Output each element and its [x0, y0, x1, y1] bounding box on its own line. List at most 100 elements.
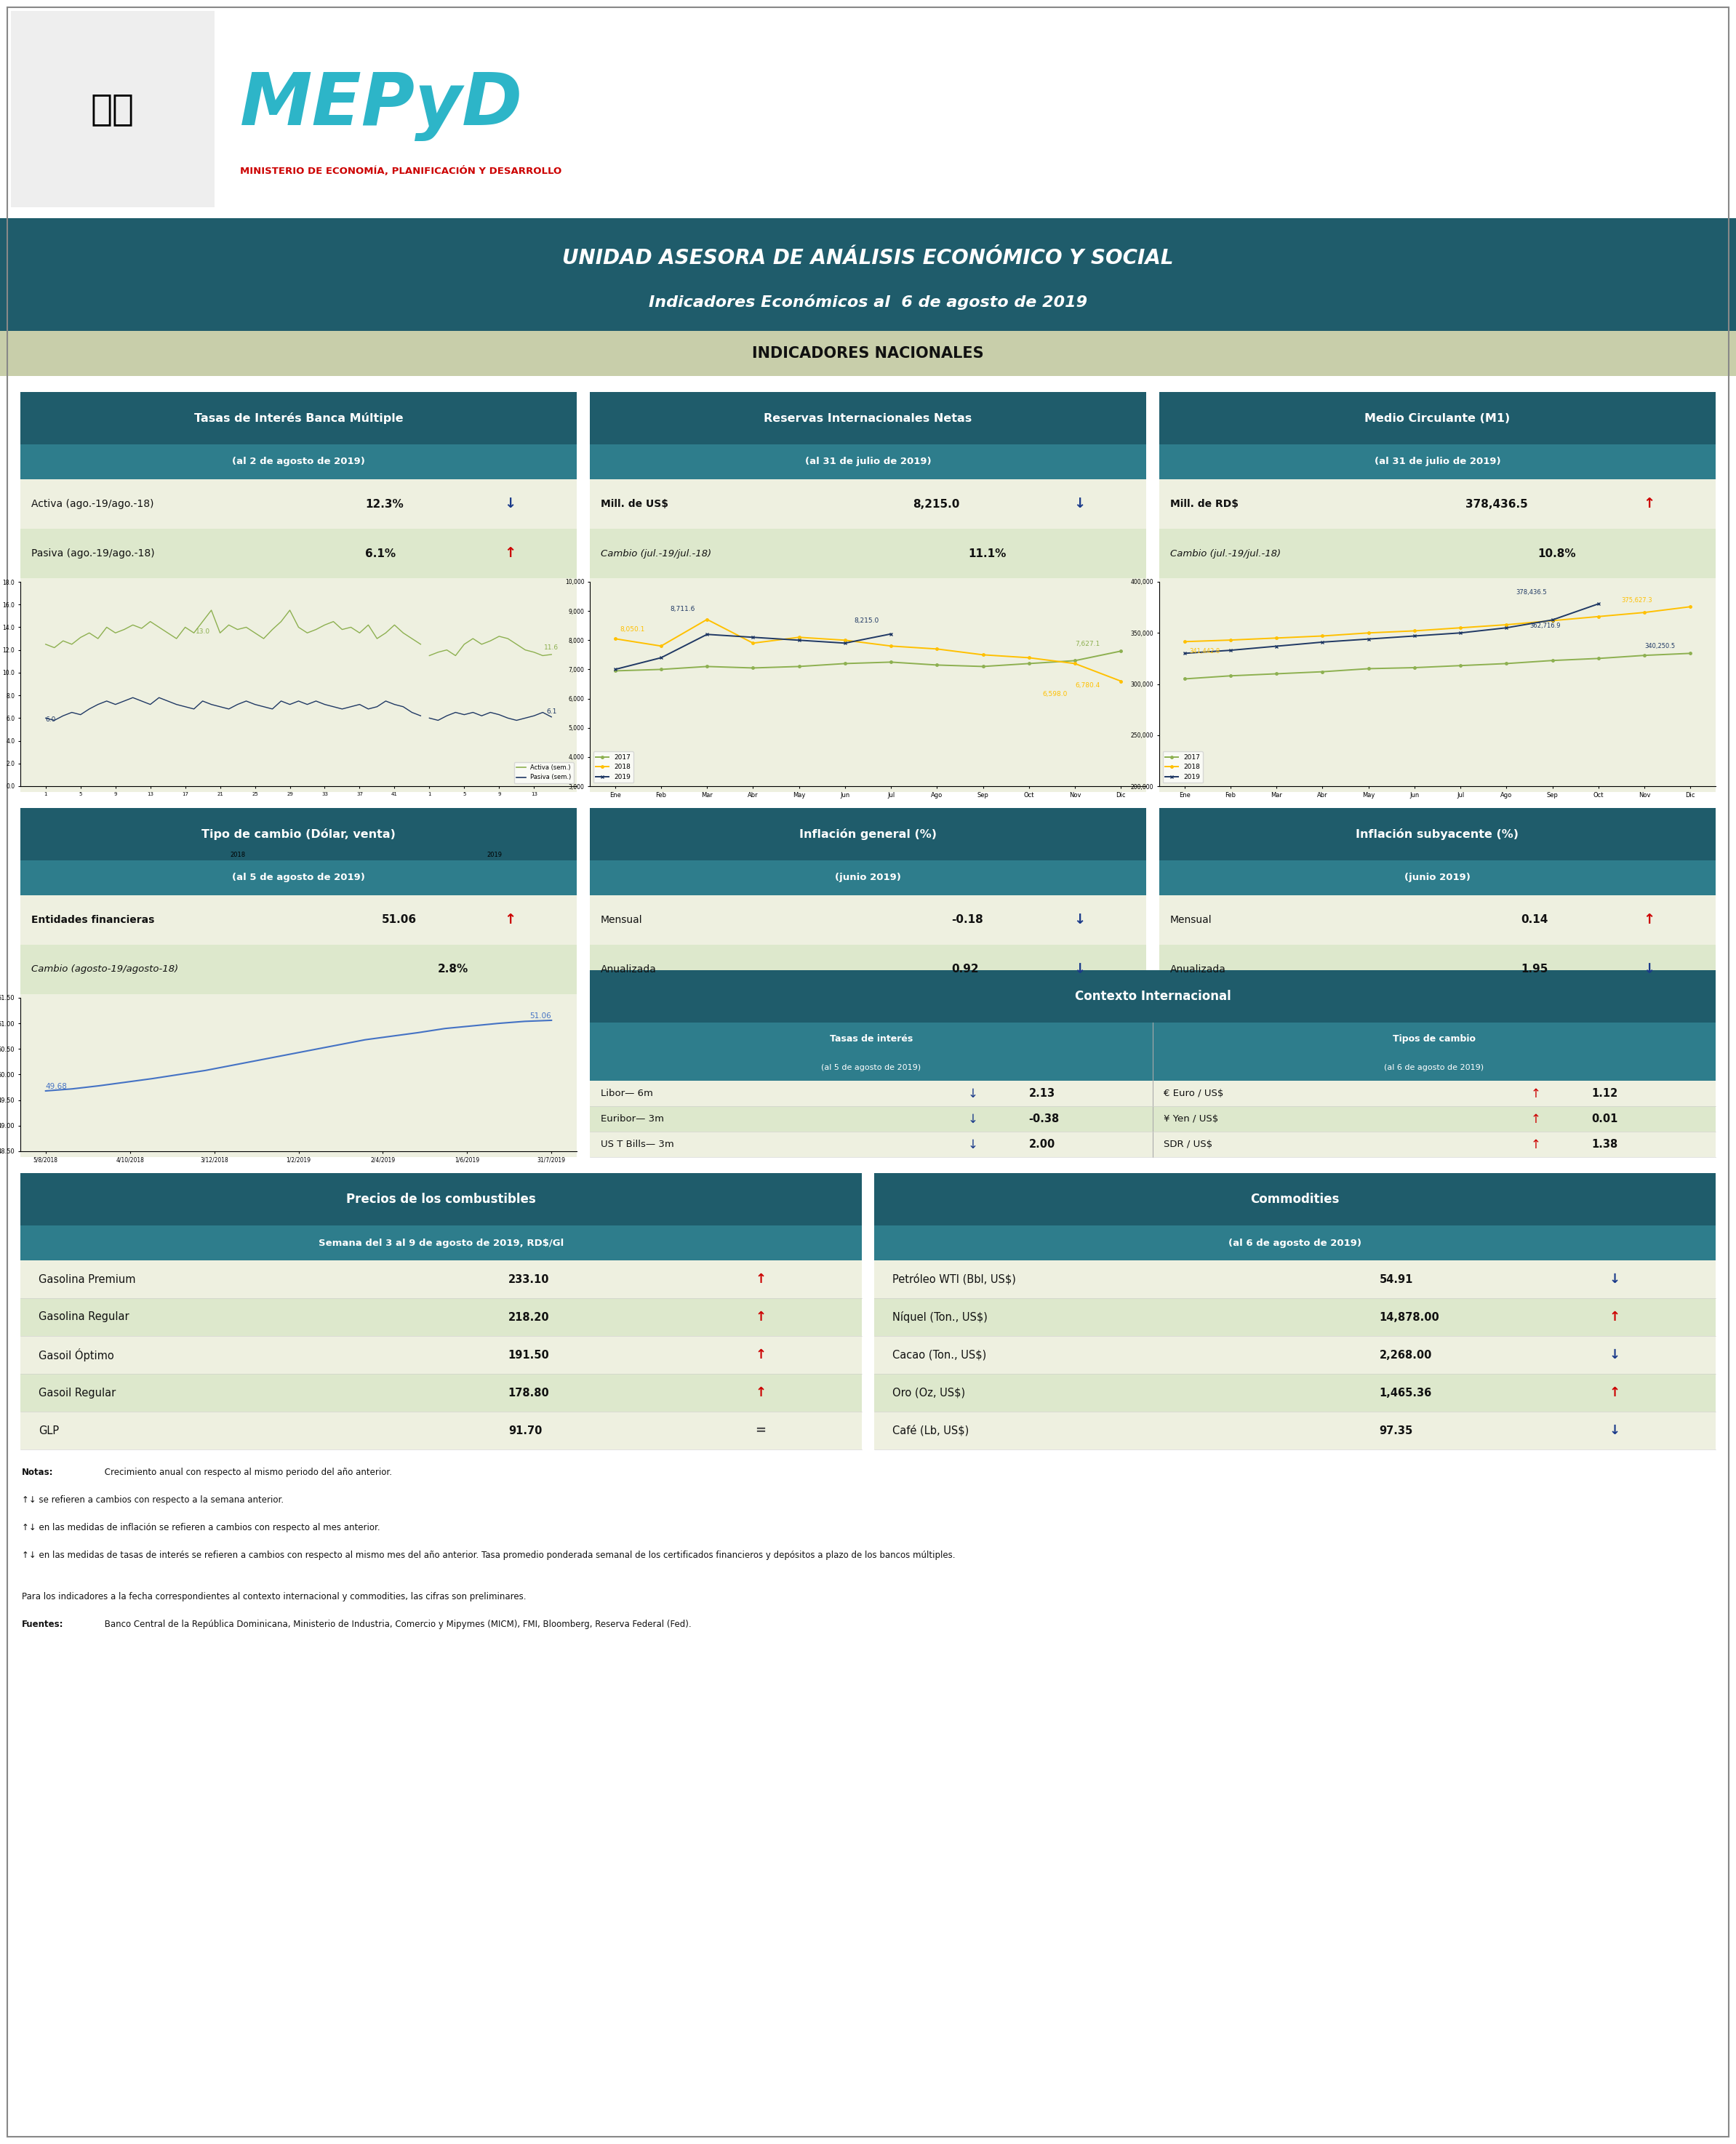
Text: 341,442.8: 341,442.8 — [1189, 647, 1220, 654]
Bar — [1160, 444, 1715, 480]
Bar — [10, 11, 215, 208]
Text: ↓: ↓ — [1642, 963, 1654, 976]
Bar — [590, 1106, 1153, 1132]
Text: 91.70: 91.70 — [509, 1426, 542, 1436]
Text: UNIDAD ASESORA DE ANÁLISIS ECONÓMICO Y SOCIAL: UNIDAD ASESORA DE ANÁLISIS ECONÓMICO Y S… — [562, 249, 1174, 268]
2018 — [1111, 669, 1132, 695]
Bar — [1153, 1055, 1715, 1081]
2017 — [1111, 639, 1132, 665]
2018 — [1404, 617, 1425, 643]
2018 — [788, 624, 809, 650]
Text: 233.10: 233.10 — [509, 1274, 549, 1284]
Bar — [590, 808, 1146, 963]
Bar — [875, 1336, 1715, 1374]
Bar — [21, 808, 576, 860]
Text: Contexto Internacional: Contexto Internacional — [1075, 991, 1231, 1003]
2019 — [1174, 641, 1194, 667]
Text: 6,780.4: 6,780.4 — [1075, 682, 1101, 688]
Text: 2.13: 2.13 — [1029, 1089, 1055, 1100]
Bar — [21, 444, 576, 480]
Text: 49.68: 49.68 — [45, 1083, 68, 1091]
Text: MINISTERIO DE ECONOMÍA, PLANIFICACIÓN Y DESARROLLO: MINISTERIO DE ECONOMÍA, PLANIFICACIÓN Y … — [240, 165, 562, 176]
2019 — [788, 628, 809, 654]
Text: Tasas de interés: Tasas de interés — [830, 1033, 913, 1044]
2018 — [835, 628, 856, 654]
Text: =: = — [755, 1424, 766, 1436]
Bar — [1153, 1106, 1715, 1132]
2017 — [604, 658, 625, 684]
Text: (al 5 de agosto de 2019): (al 5 de agosto de 2019) — [821, 1063, 922, 1072]
Text: Euribor— 3m: Euribor— 3m — [601, 1115, 663, 1123]
Bar — [1153, 1081, 1715, 1106]
Text: 11.1%: 11.1% — [969, 549, 1007, 560]
Text: 2,268.00: 2,268.00 — [1378, 1349, 1432, 1359]
Text: Semana del 3 al 9 de agosto de 2019, RD$/Gl: Semana del 3 al 9 de agosto de 2019, RD$… — [318, 1239, 564, 1248]
Text: ↓: ↓ — [1609, 1424, 1620, 1436]
Bar — [0, 219, 1736, 330]
Text: Cambio (jul.-19/jul.-18): Cambio (jul.-19/jul.-18) — [601, 549, 712, 557]
Text: SDR / US$: SDR / US$ — [1163, 1141, 1212, 1149]
2018 — [1358, 620, 1378, 645]
2018 — [1174, 628, 1194, 654]
Text: 54.91: 54.91 — [1378, 1274, 1413, 1284]
Text: (junio 2019): (junio 2019) — [1404, 873, 1470, 883]
Text: 51.06: 51.06 — [382, 915, 417, 926]
Bar — [875, 1411, 1715, 1449]
Bar — [21, 860, 576, 896]
Text: Reservas Internacionales Netas: Reservas Internacionales Netas — [764, 414, 972, 425]
Text: Níquel (Ton., US$): Níquel (Ton., US$) — [892, 1312, 988, 1323]
2017 — [696, 654, 717, 680]
Text: Inflación subyacente (%): Inflación subyacente (%) — [1356, 828, 1519, 840]
Text: ↑↓ en las medidas de inflación se refieren a cambios con respecto al mes anterio: ↑↓ en las medidas de inflación se refier… — [23, 1522, 380, 1533]
Bar — [590, 392, 1146, 791]
Bar — [590, 971, 1715, 1023]
Text: ↓: ↓ — [1073, 913, 1085, 926]
Bar — [1153, 1132, 1715, 1158]
2017 — [651, 656, 672, 682]
2018 — [1064, 650, 1085, 675]
Bar — [21, 392, 576, 444]
2017 — [1064, 647, 1085, 673]
Text: (al 6 de agosto de 2019): (al 6 de agosto de 2019) — [1229, 1239, 1361, 1248]
Text: ↓: ↓ — [967, 1087, 977, 1100]
2019 — [1450, 620, 1470, 645]
2017 — [1542, 647, 1562, 673]
Text: Gasolina Regular: Gasolina Regular — [38, 1312, 128, 1323]
2017 — [1019, 650, 1040, 675]
Text: Notas:: Notas: — [23, 1469, 54, 1477]
2019 — [835, 630, 856, 656]
Text: 7,627.1: 7,627.1 — [1075, 641, 1101, 647]
2018 — [696, 607, 717, 632]
Text: 1.95: 1.95 — [1521, 965, 1549, 976]
2017 — [1404, 654, 1425, 680]
Text: Mill. de US$: Mill. de US$ — [601, 500, 668, 508]
Text: 1.12: 1.12 — [1592, 1089, 1618, 1100]
Text: 2018: 2018 — [229, 851, 245, 858]
Text: 191.50: 191.50 — [509, 1349, 550, 1359]
2017 — [1312, 658, 1333, 684]
2019 — [880, 622, 901, 647]
Bar — [1160, 392, 1715, 444]
Bar — [1160, 860, 1715, 896]
2019 — [743, 624, 764, 650]
Text: Tasas de Interés Banca Múltiple: Tasas de Interés Banca Múltiple — [194, 412, 403, 425]
Text: Banco Central de la República Dominicana, Ministerio de Industria, Comercio y Mi: Banco Central de la República Dominicana… — [102, 1619, 691, 1629]
2019 — [1404, 624, 1425, 650]
Bar — [21, 1374, 861, 1411]
Text: (al 31 de julio de 2019): (al 31 de julio de 2019) — [806, 457, 930, 467]
Text: Oro (Oz, US$): Oro (Oz, US$) — [892, 1387, 965, 1398]
Bar — [21, 808, 576, 1158]
Bar — [0, 0, 1736, 219]
Text: Cambio (agosto-19/agosto-18): Cambio (agosto-19/agosto-18) — [31, 965, 179, 973]
Line: 2019: 2019 — [613, 632, 892, 671]
2018 — [972, 641, 993, 667]
Text: (al 31 de julio de 2019): (al 31 de julio de 2019) — [1375, 457, 1500, 467]
Text: 2019: 2019 — [488, 851, 502, 858]
2018 — [1019, 645, 1040, 671]
Text: -0.18: -0.18 — [951, 915, 983, 926]
Text: INDICADORES NACIONALES: INDICADORES NACIONALES — [752, 345, 984, 360]
Bar — [590, 1055, 1153, 1081]
Text: ↑: ↑ — [755, 1387, 766, 1400]
Text: ↓: ↓ — [1609, 1349, 1620, 1361]
2017 — [1450, 652, 1470, 678]
